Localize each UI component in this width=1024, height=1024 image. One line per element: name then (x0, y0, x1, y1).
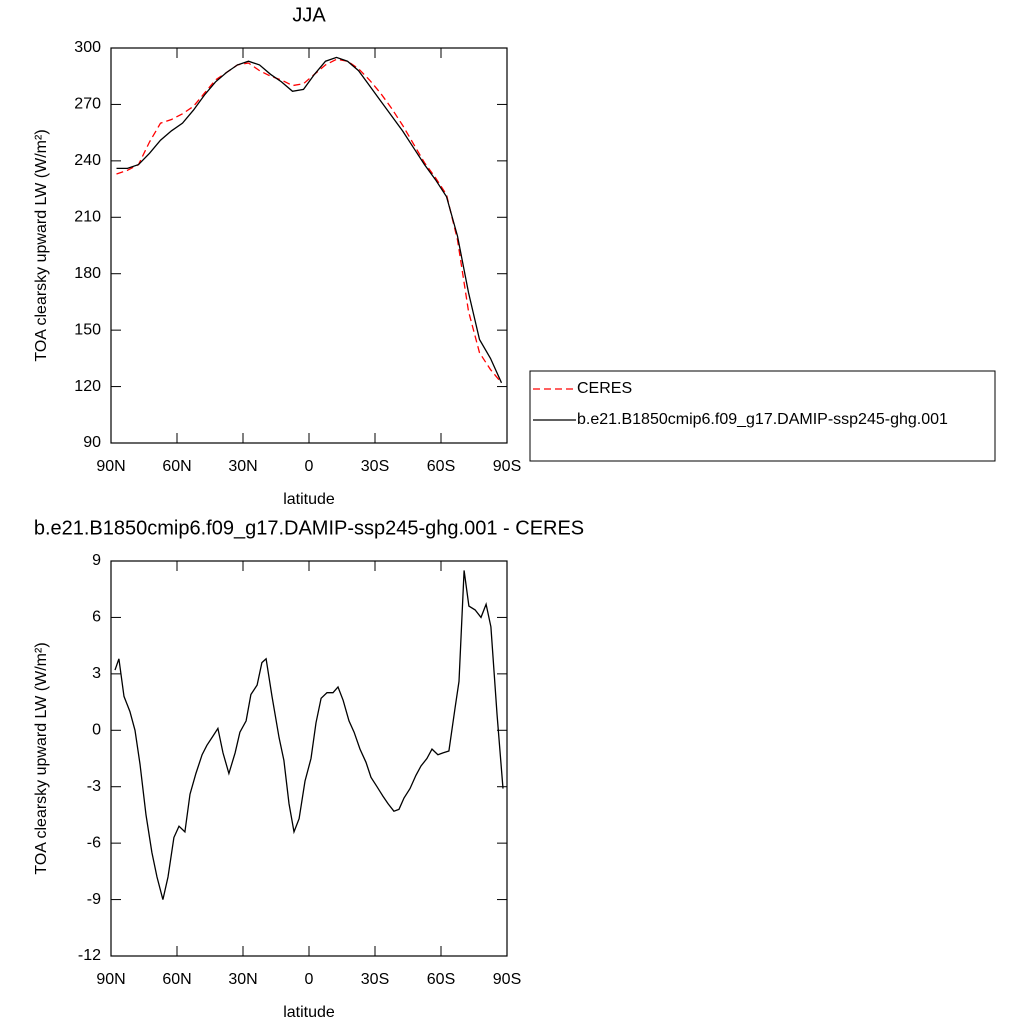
x-tick-label: 30N (228, 458, 257, 475)
data-line (114, 570, 504, 900)
plot-frame (110, 560, 508, 957)
chart-title: b.e21.B1850cmip6.f09_g17.DAMIP-ssp245-gh… (34, 517, 584, 539)
legend-label: CERES (577, 380, 632, 397)
legend-label: b.e21.B1850cmip6.f09_g17.DAMIP-ssp245-gh… (577, 411, 948, 428)
x-tick-label: 0 (305, 458, 314, 475)
y-tick-label: 210 (74, 209, 101, 226)
y-tick-label: -9 (87, 891, 101, 908)
plot-frame (110, 47, 508, 444)
data-line (116, 58, 502, 384)
y-tick-label: -12 (78, 947, 101, 964)
x-tick-label: 60S (427, 458, 455, 475)
y-tick-label: 120 (74, 378, 101, 395)
x-tick-label: 90S (493, 458, 521, 475)
y-tick-label: 270 (74, 96, 101, 113)
x-tick-label: 30S (361, 458, 389, 475)
x-tick-label: 30S (361, 971, 389, 988)
x-tick-label: 30N (228, 971, 257, 988)
x-tick-label: 60N (162, 971, 191, 988)
y-tick-label: 90 (83, 434, 101, 451)
y-axis-label: TOA clearsky upward LW (W/m²) (33, 642, 50, 874)
data-line (116, 56, 503, 384)
x-tick-label: 60N (162, 458, 191, 475)
y-tick-label: 3 (92, 665, 101, 682)
x-tick-label: 90N (96, 458, 125, 475)
y-tick-label: 300 (74, 39, 101, 56)
legend-box (529, 370, 996, 462)
x-tick-label: 0 (305, 971, 314, 988)
y-tick-label: 0 (92, 722, 101, 739)
y-tick-label: 180 (74, 265, 101, 282)
y-tick-label: 9 (92, 552, 101, 569)
y-tick-label: 150 (74, 321, 101, 338)
y-tick-label: 6 (92, 609, 101, 626)
y-axis-label: TOA clearsky upward LW (W/m²) (33, 129, 50, 361)
y-tick-label: -3 (87, 778, 101, 795)
y-tick-label: -6 (87, 834, 101, 851)
x-tick-label: 90S (493, 971, 521, 988)
x-axis-label: latitude (283, 1004, 335, 1021)
chart-title: JJA (292, 4, 326, 26)
x-tick-label: 60S (427, 971, 455, 988)
y-tick-label: 240 (74, 152, 101, 169)
x-tick-label: 90N (96, 971, 125, 988)
x-axis-label: latitude (283, 491, 335, 508)
